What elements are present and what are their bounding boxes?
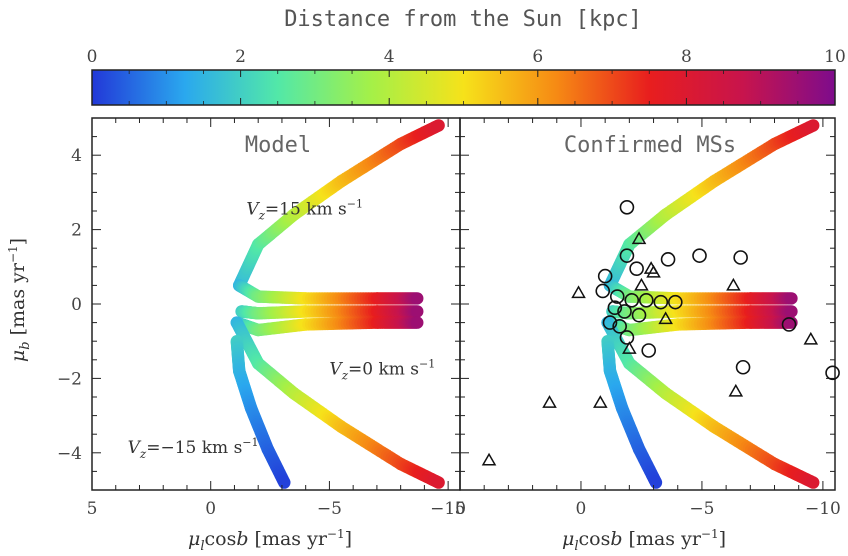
triangle-marker xyxy=(634,277,649,291)
velocity-annotation: Vz=0 km s−1 xyxy=(329,358,435,383)
track-point xyxy=(807,119,820,132)
model-tracks xyxy=(230,119,445,489)
circle-marker xyxy=(607,300,623,316)
circle-marker xyxy=(631,307,647,323)
x-tick-label: −10 xyxy=(430,499,466,519)
triangle-marker xyxy=(803,331,819,345)
triangle-marker xyxy=(728,383,744,397)
y-tick-label: −4 xyxy=(57,444,82,464)
panel-title: Model xyxy=(245,133,311,158)
circle-marker xyxy=(619,199,635,215)
y-tick-label: −2 xyxy=(57,369,82,389)
x-tick-label: 0 xyxy=(576,499,587,519)
circle-marker xyxy=(619,248,635,263)
panel-title: Confirmed MSs xyxy=(564,133,736,158)
circle-marker xyxy=(619,330,635,345)
triangle-marker xyxy=(593,395,608,408)
circle-marker xyxy=(825,365,840,381)
colorbar-tick-label: 8 xyxy=(681,47,692,67)
velocity-annotation: Vz=15 km s−1 xyxy=(246,198,363,223)
circle-marker xyxy=(595,283,611,299)
colorbar-tick-label: 6 xyxy=(532,47,543,67)
x-axis-title-right: μlcosb [mas yr−1] xyxy=(562,527,726,554)
triangle-marker xyxy=(726,277,741,291)
colorbar-title: Distance from the Sun [kpc] xyxy=(284,7,642,32)
track-point xyxy=(411,292,424,305)
track-point xyxy=(785,316,798,329)
track-point xyxy=(785,305,798,318)
triangle-marker xyxy=(646,264,661,278)
circle-marker xyxy=(624,292,640,308)
x-tick-label: −10 xyxy=(805,499,841,519)
track-point xyxy=(278,476,291,489)
x-tick-label: −5 xyxy=(689,499,714,519)
circle-marker xyxy=(733,250,748,265)
circle-marker xyxy=(781,317,797,332)
circle-marker xyxy=(617,304,632,319)
circle-marker xyxy=(668,294,683,310)
colorbar-tick-labels: 0 2 4 6 8 10 xyxy=(87,47,846,67)
track-point xyxy=(649,476,663,489)
triangle-marker xyxy=(542,395,557,408)
y-tick-label: 4 xyxy=(71,146,82,166)
circle-marker xyxy=(612,319,627,334)
circle-marker xyxy=(660,252,676,267)
confirmed-ms-markers xyxy=(481,199,840,466)
triangle-marker xyxy=(571,285,586,299)
circle-marker xyxy=(641,343,657,358)
colorbar-ticks xyxy=(91,70,836,105)
colorbar-tick-label: 4 xyxy=(384,47,395,67)
track-point xyxy=(807,476,820,489)
triangle-marker xyxy=(631,231,647,245)
track-point xyxy=(785,292,798,305)
triangle-marker xyxy=(622,341,637,354)
circle-marker xyxy=(602,315,618,330)
model-tracks xyxy=(601,119,820,489)
panel-model: 5 0 −5 −10 4 2 0 −2 −4 Model Vz=15 km s−1 Vz=0 km s… xyxy=(57,117,466,519)
colorbar-tick-label: 10 xyxy=(824,47,846,67)
circle-marker xyxy=(692,248,707,263)
y-tick-label: 0 xyxy=(71,295,82,315)
track-point xyxy=(432,119,445,132)
x-tick-label: 0 xyxy=(205,499,216,519)
y-axis-title: μb [mas yr−1] xyxy=(6,238,33,362)
circle-marker xyxy=(638,292,654,308)
circle-marker xyxy=(735,359,751,375)
colorbar-tick-label: 0 xyxy=(87,47,98,67)
x-axis-title-left: μlcosb [mas yr−1] xyxy=(188,527,352,554)
velocity-annotation: Vz=−15 km s−1 xyxy=(128,436,259,461)
x-tick-label: 5 xyxy=(87,499,98,519)
y-tick-label: 2 xyxy=(71,221,82,241)
circle-marker xyxy=(609,289,625,304)
circle-marker xyxy=(597,268,613,284)
triangle-marker xyxy=(658,311,673,325)
triangle-marker xyxy=(481,452,497,466)
x-tick-label: −5 xyxy=(317,499,342,519)
circle-marker xyxy=(629,261,644,276)
panel-confirmed: 5 0 −5 −10 Confirmed MSs xyxy=(455,117,841,519)
track-point xyxy=(411,305,424,318)
colorbar xyxy=(91,69,836,106)
colorbar-tick-label: 2 xyxy=(235,47,246,67)
circle-marker xyxy=(653,294,669,310)
x-tick-label: 5 xyxy=(455,499,466,519)
track-point xyxy=(432,476,445,489)
track-point xyxy=(411,316,424,329)
